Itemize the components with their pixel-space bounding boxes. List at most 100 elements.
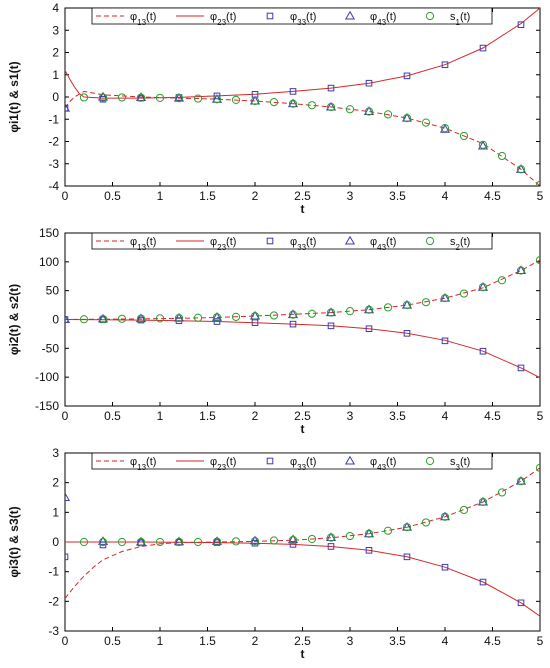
data-point-circle bbox=[155, 93, 165, 102]
data-point-circle bbox=[516, 165, 526, 174]
x-tick-label: 2 bbox=[252, 189, 259, 203]
data-point-circle bbox=[193, 537, 203, 547]
legend-swatch-circle bbox=[425, 236, 435, 246]
data-point-square bbox=[65, 553, 69, 561]
data-point-square bbox=[441, 337, 449, 345]
data-point-circle bbox=[98, 537, 108, 547]
series-line-solid-line bbox=[65, 541, 540, 617]
data-point-circle bbox=[193, 94, 203, 103]
x-tick-label: 3.5 bbox=[389, 634, 406, 648]
data-point-circle bbox=[98, 93, 108, 102]
legend-label: φ13(t) bbox=[130, 11, 156, 27]
legend-label: φ23(t) bbox=[210, 11, 236, 27]
x-tick-label: 5 bbox=[537, 189, 544, 203]
data-point-circle bbox=[421, 298, 431, 307]
legend-label: s1(t) bbox=[450, 11, 470, 27]
data-point-square bbox=[403, 330, 411, 337]
legend-swatch-circle bbox=[425, 456, 435, 466]
x-tick-label: 2.5 bbox=[294, 634, 311, 648]
data-point-square bbox=[365, 79, 373, 87]
data-point-circle bbox=[459, 505, 469, 515]
series-line-solid-line bbox=[65, 319, 540, 379]
data-point-circle bbox=[117, 537, 127, 547]
data-point-triangle bbox=[477, 496, 489, 506]
plot-data bbox=[65, 463, 540, 617]
data-point-circle bbox=[136, 537, 146, 547]
x-tick-label: 0 bbox=[62, 189, 69, 203]
data-point-circle bbox=[440, 512, 450, 521]
x-tick-label: 4.5 bbox=[484, 409, 501, 423]
plot-area bbox=[64, 7, 541, 187]
data-point-triangle bbox=[65, 102, 71, 112]
legend: φ13(t) φ23(t) φ33(t) φ43(t) s1(t) bbox=[91, 7, 493, 27]
x-tick-label: 3.5 bbox=[389, 189, 406, 203]
legend-label: φ43(t) bbox=[370, 11, 396, 27]
legend-swatch-circle bbox=[425, 11, 435, 21]
data-point-circle bbox=[478, 140, 488, 149]
data-point-square bbox=[403, 553, 411, 561]
data-point-triangle bbox=[477, 140, 489, 150]
x-tick-label: 3.5 bbox=[389, 409, 406, 423]
legend-label: φ33(t) bbox=[290, 236, 316, 252]
data-point-triangle bbox=[135, 313, 147, 323]
data-point-triangle bbox=[97, 313, 109, 323]
y-tick-label: 0 bbox=[52, 90, 59, 104]
data-point-triangle bbox=[439, 511, 451, 521]
data-point-square bbox=[517, 599, 525, 607]
legend-label: φ23(t) bbox=[210, 456, 236, 472]
y-tick-label: 4 bbox=[52, 1, 59, 15]
y-tick-label: 3 bbox=[52, 23, 59, 37]
data-point-triangle bbox=[97, 91, 109, 101]
x-tick-label: 3 bbox=[347, 409, 354, 423]
data-point-circle bbox=[459, 131, 469, 141]
data-point-circle bbox=[174, 537, 184, 547]
data-point-triangle bbox=[515, 475, 527, 485]
data-point-circle bbox=[307, 101, 317, 110]
data-point-circle bbox=[117, 93, 127, 102]
plot-data bbox=[65, 8, 540, 186]
series-line-dashed-line bbox=[65, 467, 540, 599]
data-point-circle bbox=[174, 313, 184, 323]
data-point-circle bbox=[79, 315, 89, 324]
data-point-circle bbox=[136, 314, 146, 323]
x-tick-label: 4 bbox=[442, 409, 449, 423]
data-point-circle bbox=[326, 308, 336, 317]
data-point-circle bbox=[326, 102, 336, 112]
data-point-triangle bbox=[287, 98, 299, 108]
x-tick-label: 4.5 bbox=[484, 634, 501, 648]
y-tick-label: -3 bbox=[48, 624, 59, 638]
legend-label: φ33(t) bbox=[290, 456, 316, 472]
data-point-triangle bbox=[249, 310, 261, 320]
y-tick-label: -2 bbox=[48, 594, 59, 608]
data-point-circle bbox=[79, 93, 89, 102]
x-tick-label: 2.5 bbox=[294, 189, 311, 203]
data-point-square bbox=[441, 563, 449, 571]
y-tick-label: 1 bbox=[52, 68, 59, 82]
data-point-triangle bbox=[477, 282, 489, 291]
data-point-triangle bbox=[173, 536, 185, 546]
data-point-circle bbox=[326, 533, 336, 542]
y-tick-label: 100 bbox=[39, 255, 59, 269]
data-point-circle bbox=[155, 314, 165, 323]
legend-label: s2(t) bbox=[450, 236, 470, 252]
data-point-triangle bbox=[401, 112, 413, 122]
y-tick-label: 0 bbox=[52, 313, 59, 327]
data-point-circle bbox=[440, 294, 450, 303]
x-tick-label: 1 bbox=[157, 634, 164, 648]
x-tick-label: 0.5 bbox=[104, 409, 121, 423]
x-axis-label: t bbox=[301, 202, 305, 216]
x-axis-label: t bbox=[301, 647, 305, 661]
chart-panel-3: 0 0.5 1 1.5 2 2.5 3 3.5 4 4.5 5 -3 -2 -1 0 1 2 3 t φi3(t) &… bbox=[7, 446, 544, 661]
legend-label: φ33(t) bbox=[290, 11, 316, 27]
data-point-circle bbox=[212, 537, 222, 546]
y-axis-label: φi1(t) & s1(t) bbox=[7, 61, 21, 132]
y-tick-label: 0 bbox=[52, 535, 59, 549]
data-point-square bbox=[327, 543, 335, 550]
data-point-square bbox=[517, 364, 525, 372]
legend-swatch-triangle bbox=[344, 455, 356, 465]
x-tick-label: 0 bbox=[62, 409, 69, 423]
x-tick-label: 5 bbox=[537, 409, 544, 423]
data-point-triangle bbox=[401, 299, 413, 309]
y-tick-label: 2 bbox=[52, 476, 59, 490]
